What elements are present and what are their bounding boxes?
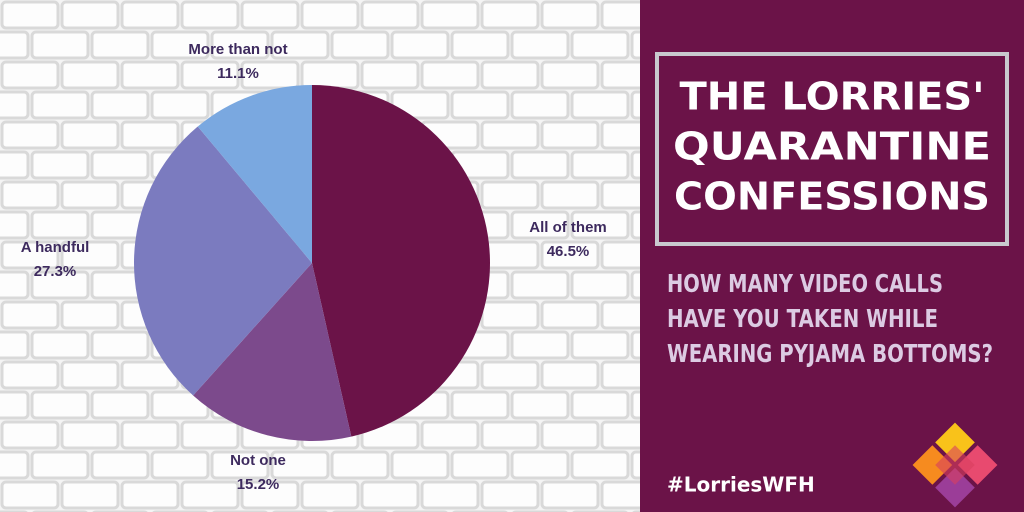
side-panel <box>640 0 1024 512</box>
logo-tile <box>935 422 975 463</box>
title-frame <box>655 52 1009 246</box>
titles: THE LORRIES' QUARANTINE CONFESSIONS HOW MAN… <box>667 75 993 369</box>
labels: All of them 46.5% Not one 15.2% A handful 27.… <box>21 41 607 493</box>
pie-slice <box>193 263 352 441</box>
pie-slice <box>133 126 312 396</box>
subtitle-line: HAVE YOU TAKEN WHILE <box>667 304 938 333</box>
pie <box>133 85 491 441</box>
pie-slice <box>197 85 312 263</box>
slice-label: More than not <box>188 41 287 58</box>
slice-value-label: 11.1% <box>217 65 259 82</box>
title-line: QUARANTINE <box>673 125 991 169</box>
subtitle-line: WEARING PYJAMA BOTTOMS? <box>667 339 993 368</box>
logo-tile <box>935 467 975 508</box>
slice-label: Not one <box>230 452 286 469</box>
slice-label: A handful <box>21 239 90 256</box>
slice-label: All of them <box>529 219 607 236</box>
title-line: CONFESSIONS <box>674 175 990 219</box>
hashtag: #LorriesWFH <box>667 473 815 497</box>
slice-value-label: 15.2% <box>237 476 280 493</box>
slice-value-label: 27.3% <box>34 263 77 280</box>
pie-slice <box>312 85 491 437</box>
title-line: THE LORRIES' <box>680 75 985 119</box>
logo-tile <box>935 445 975 485</box>
subtitle-line: HOW MANY VIDEO CALLS <box>667 269 943 298</box>
slice-value-label: 46.5% <box>547 243 590 260</box>
